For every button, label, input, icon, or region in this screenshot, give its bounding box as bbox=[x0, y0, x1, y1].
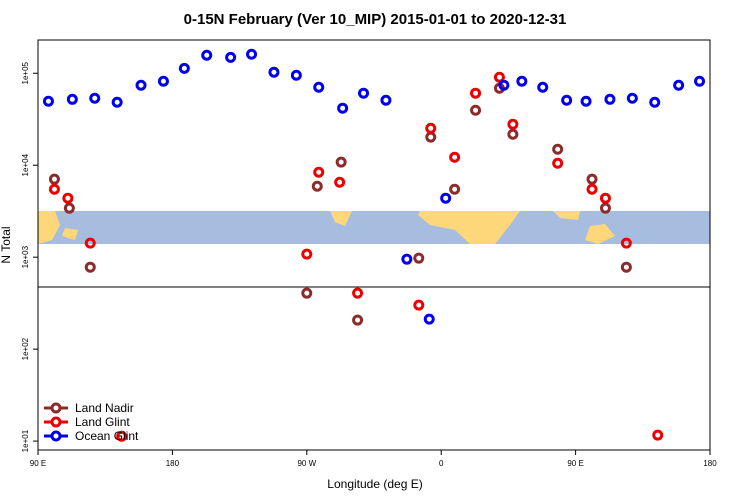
point bbox=[42, 95, 54, 107]
point bbox=[135, 79, 147, 91]
point bbox=[62, 192, 74, 204]
point bbox=[507, 118, 519, 130]
x-axis-label: Longitude (deg E) bbox=[327, 477, 422, 491]
point bbox=[157, 75, 169, 87]
point bbox=[652, 429, 664, 441]
point bbox=[620, 237, 632, 249]
point bbox=[63, 202, 75, 214]
point bbox=[313, 166, 325, 178]
point bbox=[290, 69, 302, 81]
point bbox=[493, 71, 505, 83]
legend-label: Land Glint bbox=[75, 415, 130, 429]
chart-title: 0-15N February (Ver 10_MIP) 2015-01-01 t… bbox=[184, 11, 567, 28]
legend-marker bbox=[50, 430, 62, 442]
point bbox=[586, 183, 598, 195]
point bbox=[423, 313, 435, 325]
point bbox=[498, 79, 510, 91]
point bbox=[358, 87, 370, 99]
legend-marker bbox=[50, 416, 62, 428]
point bbox=[301, 248, 313, 260]
x-tick-label: 90 E bbox=[30, 459, 46, 468]
point bbox=[586, 173, 598, 185]
point bbox=[599, 202, 611, 214]
point bbox=[425, 122, 437, 134]
legend-label: Ocean Glint bbox=[75, 429, 139, 443]
point bbox=[599, 192, 611, 204]
point bbox=[537, 81, 549, 93]
point bbox=[66, 93, 78, 105]
point bbox=[449, 183, 461, 195]
y-axis-label: N Total bbox=[0, 226, 13, 263]
map-strip bbox=[38, 211, 710, 244]
point bbox=[694, 75, 706, 87]
x-tick-label: 90 W bbox=[297, 459, 316, 468]
legend-marker bbox=[50, 402, 62, 414]
point bbox=[116, 430, 128, 442]
point bbox=[413, 299, 425, 311]
point bbox=[48, 173, 60, 185]
point bbox=[246, 48, 258, 60]
point bbox=[673, 79, 685, 91]
point bbox=[178, 62, 190, 74]
point bbox=[470, 104, 482, 116]
point bbox=[449, 151, 461, 163]
point bbox=[313, 81, 325, 93]
x-tick-label: 0 bbox=[439, 459, 444, 468]
point bbox=[561, 94, 573, 106]
x-tick-label: 90 E bbox=[567, 459, 583, 468]
point bbox=[301, 287, 313, 299]
point bbox=[507, 128, 519, 140]
point bbox=[89, 92, 101, 104]
point bbox=[580, 95, 592, 107]
point bbox=[311, 180, 323, 192]
point bbox=[516, 75, 528, 87]
point bbox=[425, 131, 437, 143]
point bbox=[84, 237, 96, 249]
plot-frame bbox=[37, 39, 711, 451]
point bbox=[335, 156, 347, 168]
point bbox=[440, 192, 452, 204]
point bbox=[111, 96, 123, 108]
point bbox=[604, 93, 616, 105]
point bbox=[352, 287, 364, 299]
y-tick-label: 1e+05 bbox=[21, 61, 30, 84]
point bbox=[470, 87, 482, 99]
point bbox=[626, 92, 638, 104]
y-tick-label: 1e+03 bbox=[21, 245, 30, 268]
point bbox=[649, 96, 661, 108]
point bbox=[380, 94, 392, 106]
point bbox=[48, 183, 60, 195]
point bbox=[337, 102, 349, 114]
point bbox=[225, 51, 237, 63]
point bbox=[401, 253, 413, 265]
x-tick-label: 180 bbox=[703, 459, 717, 468]
legend-label: Land Nadir bbox=[75, 401, 134, 415]
x-tick-label: 180 bbox=[166, 459, 180, 468]
point bbox=[268, 66, 280, 78]
point bbox=[552, 157, 564, 169]
point bbox=[620, 261, 632, 273]
point bbox=[552, 143, 564, 155]
y-tick-label: 1e+01 bbox=[21, 429, 30, 452]
point bbox=[413, 252, 425, 264]
point bbox=[84, 261, 96, 273]
y-tick-label: 1e+04 bbox=[21, 153, 30, 176]
point bbox=[334, 176, 346, 188]
point bbox=[201, 49, 213, 61]
point bbox=[352, 314, 364, 326]
y-tick-label: 1e+02 bbox=[21, 337, 30, 360]
